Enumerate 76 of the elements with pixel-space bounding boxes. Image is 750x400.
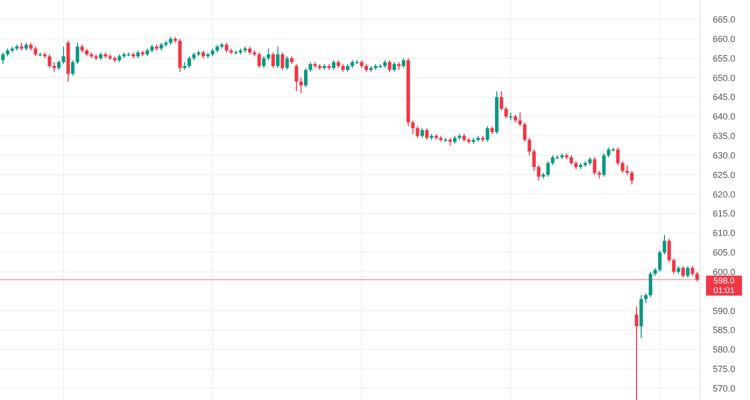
y-tick-label: 615.0 <box>712 208 736 219</box>
y-tick-label: 570.0 <box>712 384 736 394</box>
candlestick <box>285 56 289 70</box>
candlestick <box>280 52 284 70</box>
candlestick <box>257 52 261 68</box>
candlestick <box>672 258 676 274</box>
candlestick <box>308 62 312 72</box>
candlestick <box>681 266 685 278</box>
y-tick-label: 605.0 <box>712 248 736 258</box>
y-tick-label: 630.0 <box>712 150 736 160</box>
text: 01:01 <box>713 285 735 296</box>
y-tick-label: 590.0 <box>712 306 736 316</box>
candlestick <box>188 56 192 68</box>
candlestick <box>532 149 536 172</box>
candlestick <box>695 271 699 282</box>
y-tick-label: 600.0 <box>712 266 736 277</box>
candlestick <box>486 126 490 142</box>
candlestick <box>508 112 512 121</box>
candlestick <box>536 164 540 182</box>
candlestick <box>71 60 75 76</box>
y-tick-label: 580.0 <box>712 344 736 355</box>
candlestick <box>425 128 429 140</box>
candlestick <box>592 156 596 176</box>
candlestick <box>1 52 5 65</box>
y-tick-label: 610.0 <box>712 228 736 238</box>
y-tick-label: 635.0 <box>712 131 736 142</box>
candlestick <box>667 238 671 263</box>
candlestick <box>500 90 504 112</box>
candlestick <box>34 46 38 57</box>
candlestick <box>262 56 266 68</box>
y-tick-label: 625.0 <box>712 170 736 180</box>
candlestick <box>518 112 522 127</box>
candlestick <box>522 122 526 142</box>
candlestick <box>388 60 392 72</box>
candlestick <box>616 147 620 166</box>
candlestick <box>546 160 550 178</box>
candlestick <box>630 170 634 185</box>
y-tick-label: 660.0 <box>712 34 736 44</box>
candlestick <box>625 164 629 176</box>
candlestick <box>271 52 275 68</box>
candlestick <box>299 77 303 94</box>
candlestick <box>634 306 638 400</box>
y-tick-label: 655.0 <box>712 53 736 64</box>
candlestick <box>658 250 662 272</box>
candlestick <box>52 62 56 72</box>
candlestick <box>266 48 270 61</box>
y-tick-label: 650.0 <box>712 72 736 83</box>
candlestick <box>416 126 420 138</box>
y-tick-label: 620.0 <box>712 189 736 200</box>
candlestick <box>644 292 648 304</box>
candlestick <box>528 137 532 156</box>
y-tick-label: 645.0 <box>712 92 736 102</box>
y-tick-label: 640.0 <box>712 112 736 122</box>
y-tick-label: 575.0 <box>712 364 736 374</box>
candlestick <box>602 152 606 178</box>
candlestick <box>620 160 624 174</box>
candlestick <box>304 67 308 88</box>
candlestick <box>686 266 690 278</box>
candlestick <box>76 42 80 65</box>
candlestick <box>392 62 396 72</box>
candlestick <box>411 120 415 134</box>
candlestick <box>420 128 424 138</box>
y-tick-label: 665.0 <box>712 14 736 25</box>
candlestick <box>332 60 336 70</box>
candlestick <box>294 64 298 92</box>
candlestick <box>662 234 666 255</box>
candlestick <box>276 46 280 68</box>
candlestick <box>62 46 66 65</box>
candlestick <box>504 106 508 119</box>
candlestick <box>570 154 574 166</box>
candlestick <box>690 266 694 276</box>
candlestick <box>224 42 228 53</box>
ref-line-label: 598.0 <box>713 276 735 286</box>
candlestick <box>57 60 61 70</box>
candlestick <box>402 58 406 68</box>
y-tick-label: 585.0 <box>712 325 736 336</box>
